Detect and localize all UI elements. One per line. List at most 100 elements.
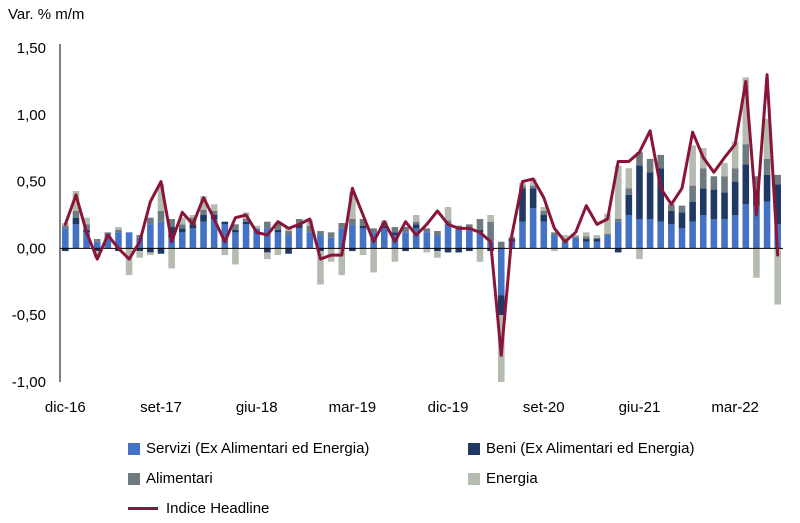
bar-alimentari-10 — [168, 219, 175, 228]
bar-alimentari-25 — [327, 232, 335, 238]
bar-beni-22 — [295, 224, 303, 229]
legend-swatch-alimentari — [128, 472, 140, 485]
bar-servizi-21 — [285, 235, 292, 249]
bar-energia-52 — [614, 165, 622, 220]
bar-beni-12 — [189, 224, 197, 229]
bar-energia-40 — [487, 215, 494, 222]
bar-beni-32 — [402, 248, 409, 252]
bar-energia-28 — [359, 248, 367, 256]
bar-servizi-28 — [359, 228, 367, 249]
bar-energia-36 — [444, 206, 452, 221]
bar-alimentari-28 — [359, 219, 367, 226]
bar-servizi-19 — [264, 228, 271, 249]
bar-beni-44 — [529, 188, 537, 209]
bar-servizi-30 — [380, 228, 388, 249]
bar-alimentari-50 — [593, 237, 601, 240]
x-tick-label: set-20 — [523, 399, 565, 416]
bar-energia-13 — [200, 196, 207, 210]
bar-alimentari-39 — [476, 219, 484, 230]
bar-energia-5 — [115, 227, 122, 230]
bar-energia-11 — [178, 217, 186, 225]
bar-servizi-0 — [62, 228, 69, 249]
bar-energia-63 — [731, 141, 739, 169]
bar-servizi-1 — [72, 224, 80, 249]
bar-alimentari-64 — [742, 144, 750, 165]
y-tick-label: 1,50 — [17, 40, 46, 57]
bar-alimentari-63 — [731, 168, 739, 182]
bar-alimentari-31 — [391, 227, 399, 233]
bar-beni-60 — [699, 188, 707, 215]
bar-energia-62 — [721, 162, 728, 177]
bar-alimentari-59 — [689, 185, 696, 202]
bar-alimentari-62 — [721, 176, 728, 193]
bar-beni-56 — [657, 168, 665, 222]
bar-alimentari-54 — [636, 152, 643, 166]
bar-servizi-25 — [327, 237, 335, 249]
bar-beni-38 — [466, 248, 473, 252]
bar-beni-43 — [519, 188, 526, 222]
chart: -1,00 -0,50 0,00 0,50 1,00 1,50 dic-16 set-17 gi… — [12, 40, 783, 416]
bar-beni-24 — [317, 248, 324, 252]
bar-servizi-9 — [157, 221, 165, 249]
bar-beni-61 — [710, 189, 718, 220]
bar-energia-34 — [423, 248, 431, 253]
bar-servizi-6 — [125, 232, 133, 249]
bar-servizi-2 — [83, 232, 90, 249]
bar-servizi-44 — [529, 208, 537, 249]
bar-alimentari-46 — [551, 232, 558, 236]
bar-beni-62 — [721, 192, 728, 220]
bar-beni-21 — [285, 248, 292, 254]
bar-beni-63 — [731, 181, 739, 215]
bar-alimentari-1 — [72, 210, 80, 218]
x-tick-label: mar-19 — [329, 399, 377, 416]
bar-energia-53 — [625, 168, 633, 189]
ticks-group: -1,00 -0,50 0,00 0,50 1,00 1,50 dic-16 set-17 gi… — [12, 40, 759, 416]
bar-servizi-20 — [274, 232, 282, 249]
bar-servizi-63 — [731, 215, 739, 249]
bar-alimentari-23 — [306, 225, 314, 233]
bar-servizi-51 — [604, 235, 611, 249]
bar-alimentari-9 — [157, 210, 165, 222]
bar-servizi-64 — [742, 204, 750, 249]
bar-servizi-55 — [646, 219, 654, 249]
bar-beni-57 — [668, 210, 675, 225]
x-tick-label: dic-16 — [45, 399, 86, 416]
bar-energia-24 — [317, 251, 324, 285]
bar-energia-29 — [370, 248, 377, 273]
legend-label-alimentari: Alimentari — [146, 470, 213, 487]
bar-beni-9 — [157, 248, 165, 254]
bar-alimentari-40 — [487, 221, 494, 242]
bar-servizi-17 — [242, 224, 250, 249]
bar-servizi-37 — [455, 228, 463, 249]
bar-alimentari-35 — [434, 231, 441, 236]
bar-beni-31 — [391, 232, 399, 236]
bar-beni-41 — [497, 295, 505, 316]
bar-servizi-38 — [466, 228, 473, 249]
bar-servizi-50 — [593, 241, 601, 249]
bar-beni-53 — [625, 194, 633, 215]
bar-energia-47 — [561, 235, 569, 240]
bar-servizi-27 — [349, 224, 356, 249]
bar-energia-44 — [529, 178, 537, 186]
bar-servizi-13 — [200, 221, 207, 249]
bar-beni-13 — [200, 215, 207, 222]
bar-energia-27 — [349, 192, 356, 220]
bar-energia-20 — [274, 248, 282, 256]
bar-alimentari-3 — [93, 239, 101, 242]
bar-energia-19 — [264, 252, 271, 260]
bar-beni-55 — [646, 172, 654, 220]
bar-beni-33 — [412, 224, 420, 229]
bar-beni-1 — [72, 217, 80, 225]
bar-servizi-4 — [104, 235, 112, 249]
bar-energia-50 — [593, 235, 601, 238]
bar-beni-52 — [614, 248, 622, 253]
bar-beni-3 — [93, 248, 101, 252]
bar-beni-10 — [168, 227, 175, 238]
bar-alimentari-44 — [529, 185, 537, 189]
bar-servizi-49 — [583, 241, 590, 249]
bar-energia-66 — [763, 118, 771, 159]
bar-alimentari-56 — [657, 154, 665, 169]
bar-energia-9 — [157, 184, 165, 211]
y-tick-label: 1,00 — [17, 107, 46, 124]
bar-beni-28 — [359, 225, 367, 229]
